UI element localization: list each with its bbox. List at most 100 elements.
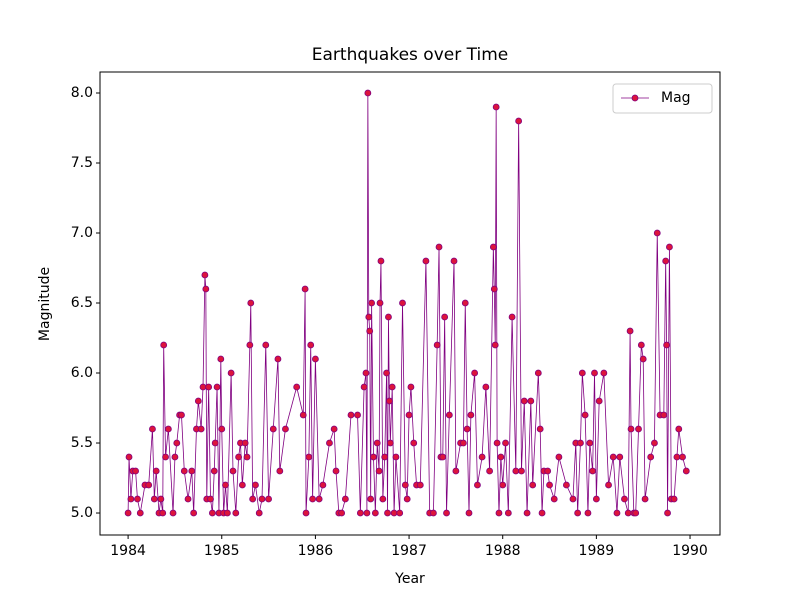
x-tick-label: 1986 xyxy=(298,543,334,559)
data-point xyxy=(385,313,392,321)
data-point xyxy=(319,481,327,489)
data-point xyxy=(660,411,668,419)
data-point xyxy=(229,467,237,475)
data-point xyxy=(441,313,449,321)
data-point xyxy=(632,509,640,517)
data-point xyxy=(491,341,499,349)
data-point xyxy=(589,467,597,475)
data-point xyxy=(471,369,479,377)
data-point xyxy=(315,495,323,503)
data-point xyxy=(555,453,563,461)
y-axis-label: Magnitude xyxy=(37,267,53,341)
data-point xyxy=(171,453,179,461)
data-point xyxy=(258,495,266,503)
data-point xyxy=(379,495,387,503)
data-point xyxy=(366,327,374,335)
data-point xyxy=(433,341,441,349)
data-point xyxy=(188,467,196,475)
data-point xyxy=(578,369,586,377)
data-point xyxy=(202,285,210,293)
data-point xyxy=(493,439,501,447)
data-point xyxy=(211,439,219,447)
x-axis-label: Year xyxy=(394,571,425,587)
data-point xyxy=(330,425,338,433)
data-point xyxy=(499,481,507,489)
data-point xyxy=(178,411,185,419)
data-point xyxy=(152,467,160,475)
data-point xyxy=(574,509,582,517)
data-point xyxy=(127,495,135,503)
y-tick-label: 7.0 xyxy=(71,225,93,241)
data-point xyxy=(396,509,404,517)
data-point xyxy=(305,453,313,461)
data-point xyxy=(384,509,391,517)
y-tick-label: 5.0 xyxy=(71,505,93,521)
data-point xyxy=(664,509,671,517)
data-point xyxy=(497,453,505,461)
data-point xyxy=(362,369,370,377)
axes-frame xyxy=(99,71,721,536)
data-point xyxy=(247,299,255,307)
data-point xyxy=(368,299,376,307)
data-point xyxy=(390,509,398,517)
data-point xyxy=(210,467,218,475)
data-point xyxy=(347,411,355,419)
data-point xyxy=(550,495,558,503)
legend-label: Mag xyxy=(661,90,691,106)
legend-box xyxy=(612,83,713,114)
data-point xyxy=(341,495,349,503)
data-point xyxy=(208,509,216,517)
data-point xyxy=(670,495,678,503)
data-point xyxy=(639,355,647,363)
y-tick-label: 8.0 xyxy=(71,85,93,101)
x-tick-label: 1987 xyxy=(391,543,427,559)
legend-marker xyxy=(631,94,639,102)
data-point xyxy=(626,327,634,335)
data-point xyxy=(508,313,516,321)
data-point xyxy=(184,495,192,503)
data-point xyxy=(422,257,430,265)
data-point xyxy=(546,481,553,489)
data-point xyxy=(534,369,542,377)
data-point xyxy=(682,467,690,475)
data-point xyxy=(673,453,681,461)
x-tick-label: 1988 xyxy=(485,543,521,559)
data-point xyxy=(199,383,207,391)
data-point xyxy=(217,355,225,363)
data-point xyxy=(463,425,471,433)
data-point xyxy=(312,355,319,363)
data-point xyxy=(609,453,617,461)
data-point xyxy=(150,495,158,503)
data-point xyxy=(207,495,214,503)
data-point xyxy=(595,397,603,405)
data-point xyxy=(388,383,396,391)
data-point xyxy=(486,467,494,475)
data-point xyxy=(241,439,249,447)
data-point xyxy=(627,425,635,433)
data-point xyxy=(265,495,272,503)
data-point xyxy=(512,467,520,475)
data-point xyxy=(624,509,632,517)
data-point xyxy=(375,467,383,475)
data-point xyxy=(194,397,202,405)
data-point xyxy=(459,439,467,447)
data-point xyxy=(647,453,655,461)
data-point xyxy=(403,495,411,503)
data-point xyxy=(527,397,535,405)
data-point xyxy=(452,467,460,475)
data-point xyxy=(363,509,371,517)
data-point xyxy=(445,411,453,419)
data-point xyxy=(430,509,437,517)
data-point xyxy=(134,495,141,503)
data-point xyxy=(197,425,205,433)
data-point xyxy=(367,495,375,503)
data-point xyxy=(269,425,277,433)
data-point xyxy=(169,509,177,517)
data-point xyxy=(232,509,240,517)
data-point xyxy=(641,495,649,503)
x-tick-label: 1985 xyxy=(204,543,240,559)
data-point xyxy=(145,481,153,489)
data-point xyxy=(249,495,257,503)
data-point xyxy=(613,509,621,517)
data-point xyxy=(467,411,475,419)
